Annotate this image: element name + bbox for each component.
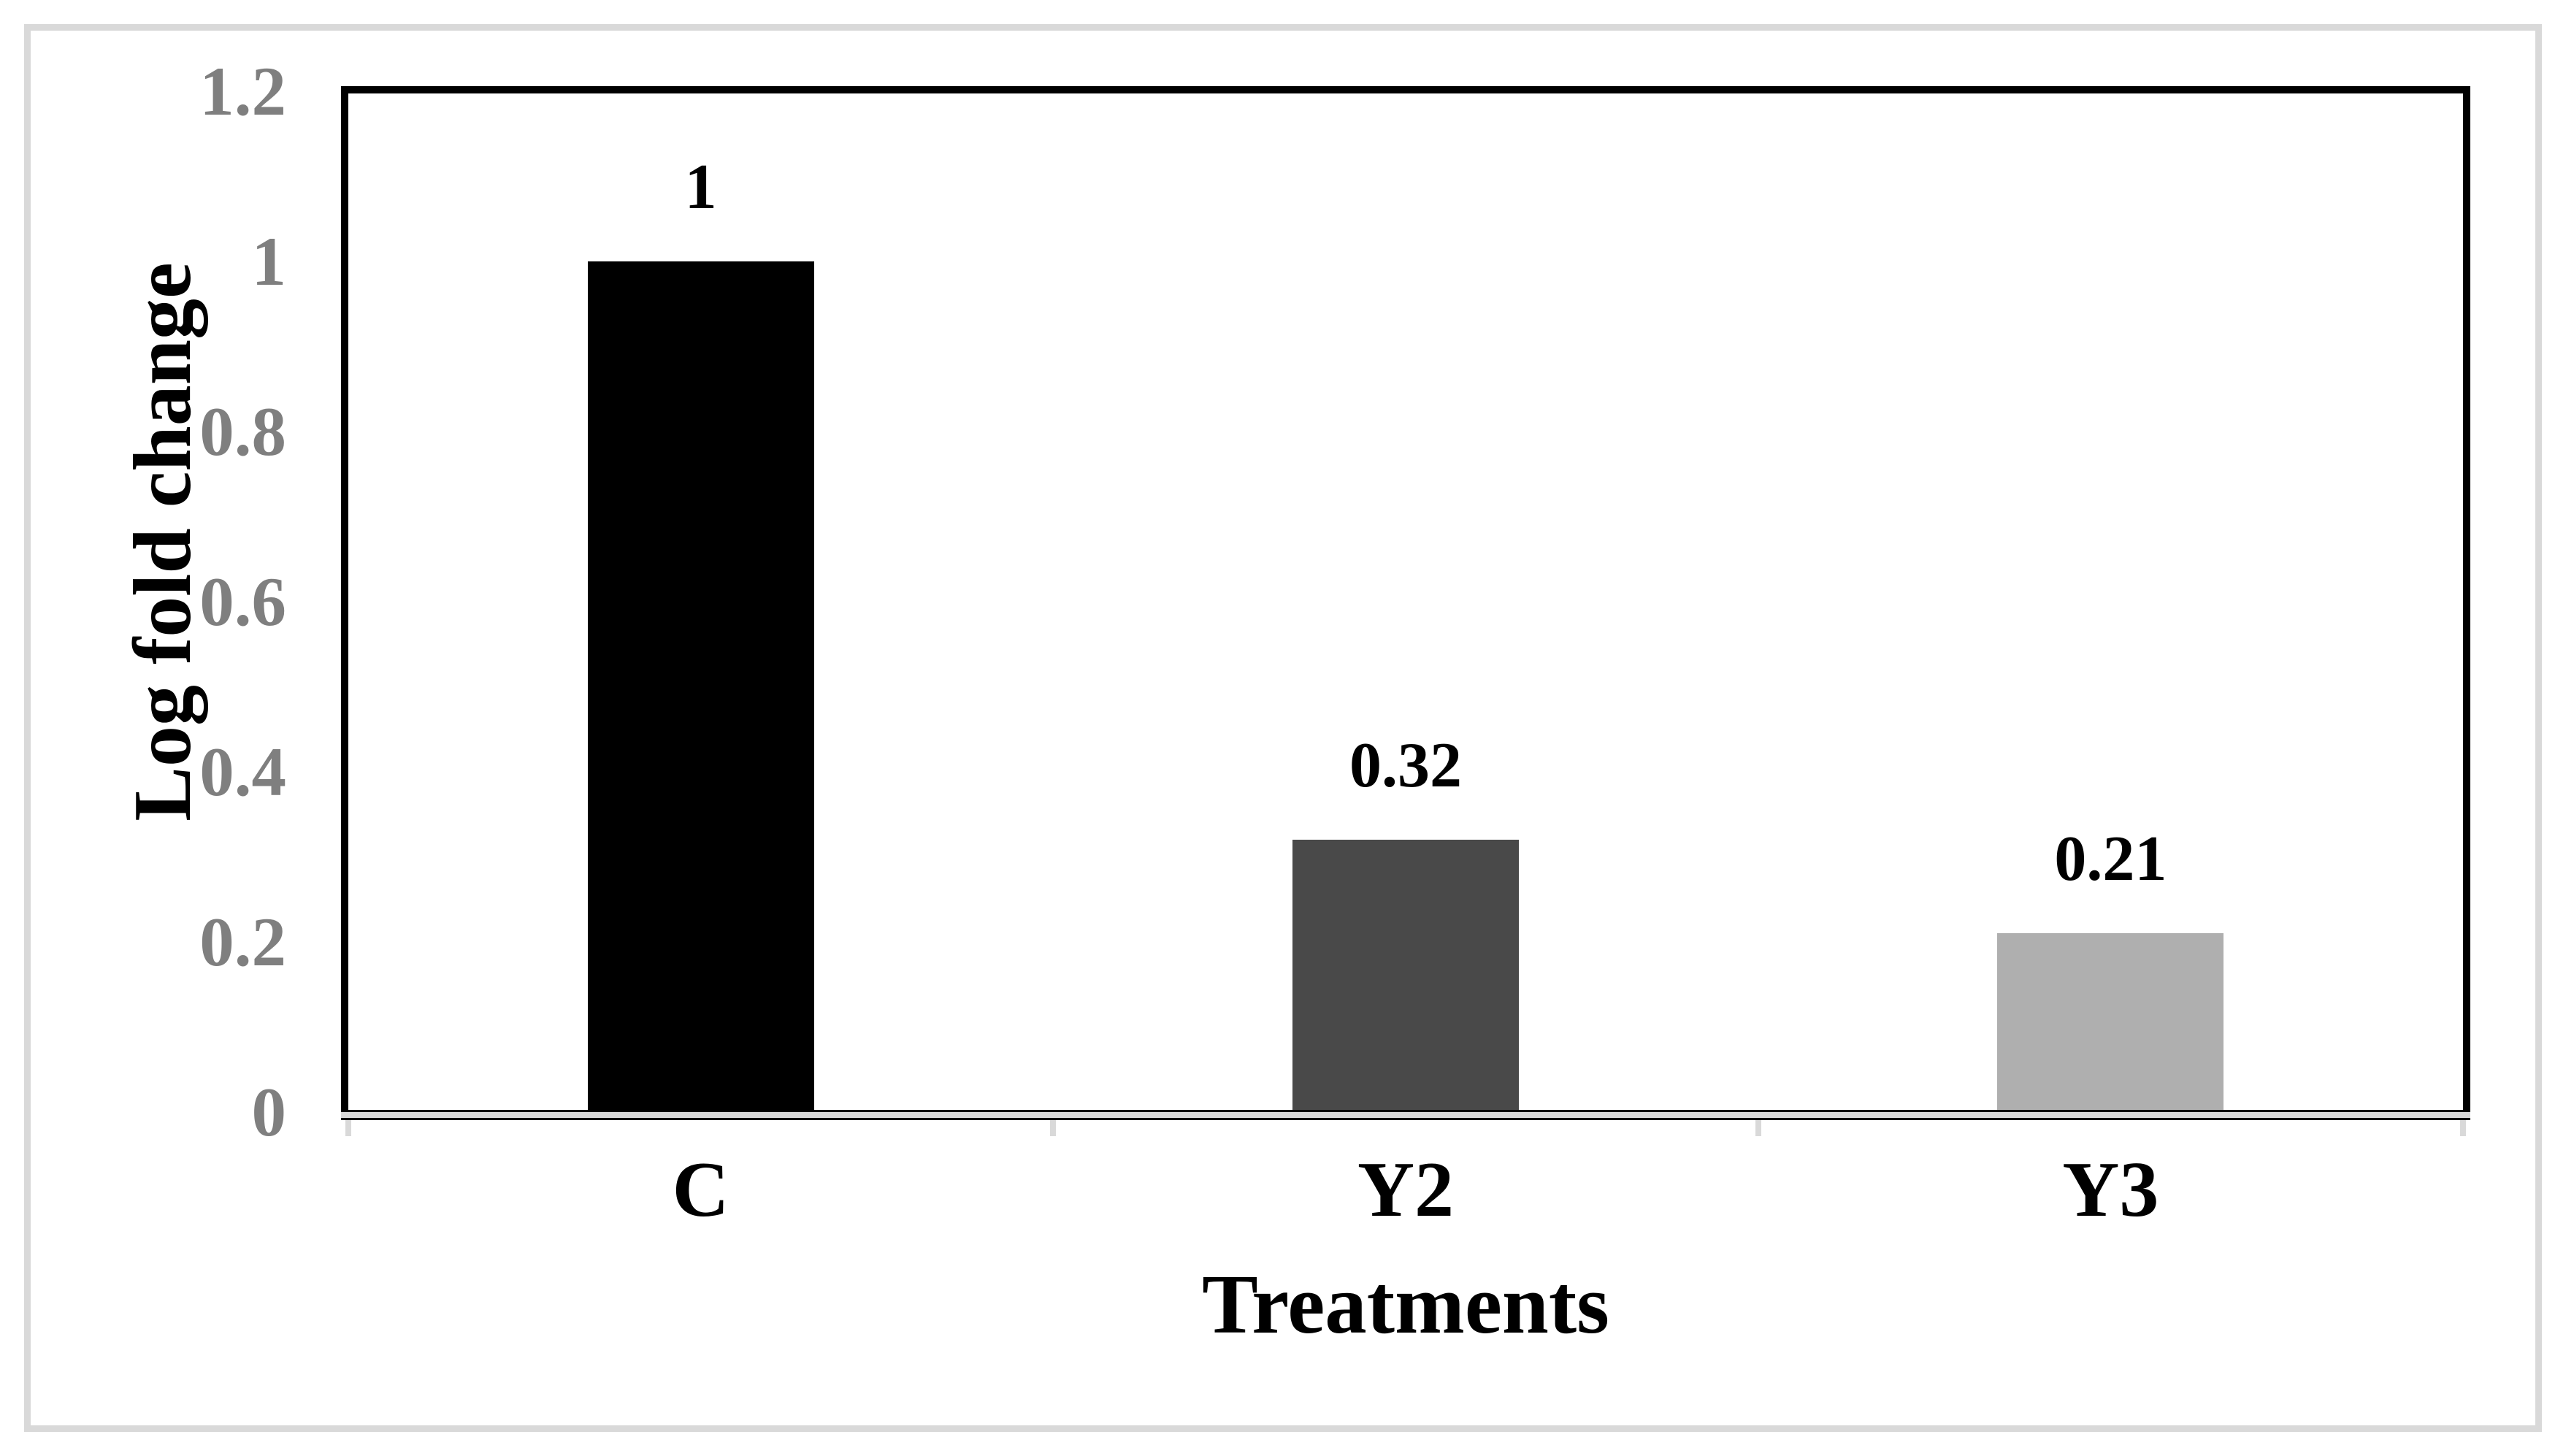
y-tick-label-1: 1 (251, 223, 287, 300)
bar-C (587, 261, 814, 1110)
figure-border (24, 24, 2542, 1432)
x-axis-tick-mark (1755, 1120, 1761, 1136)
x-axis-title: Treatments (1202, 1258, 1609, 1351)
x-tick-label-Y3: Y3 (2062, 1146, 2159, 1233)
x-tick-label-Y2: Y2 (1357, 1146, 1454, 1233)
y-tick-label-0.8: 0.8 (199, 393, 286, 470)
y-tick-label-1.2: 1.2 (199, 53, 286, 130)
x-axis-tick-mark (2460, 1120, 2466, 1136)
y-tick-label-0.4: 0.4 (199, 733, 286, 811)
bar-value-label-C: 1 (684, 152, 717, 223)
y-tick-label-0.6: 0.6 (199, 563, 286, 640)
y-tick-label-0: 0 (251, 1073, 287, 1151)
y-axis-title: Log fold change (118, 262, 208, 821)
bar-Y2 (1292, 840, 1519, 1110)
bar-value-label-Y2: 0.32 (1349, 730, 1462, 802)
x-tick-label-C: C (672, 1146, 729, 1233)
x-axis-tick-mark (345, 1120, 351, 1136)
y-tick-label-0.2: 0.2 (199, 903, 286, 981)
x-axis-line (341, 1110, 2470, 1120)
bar-value-label-Y3: 0.21 (2054, 824, 2167, 895)
x-axis-tick-mark (1050, 1120, 1057, 1136)
bar-Y3 (1997, 933, 2224, 1110)
